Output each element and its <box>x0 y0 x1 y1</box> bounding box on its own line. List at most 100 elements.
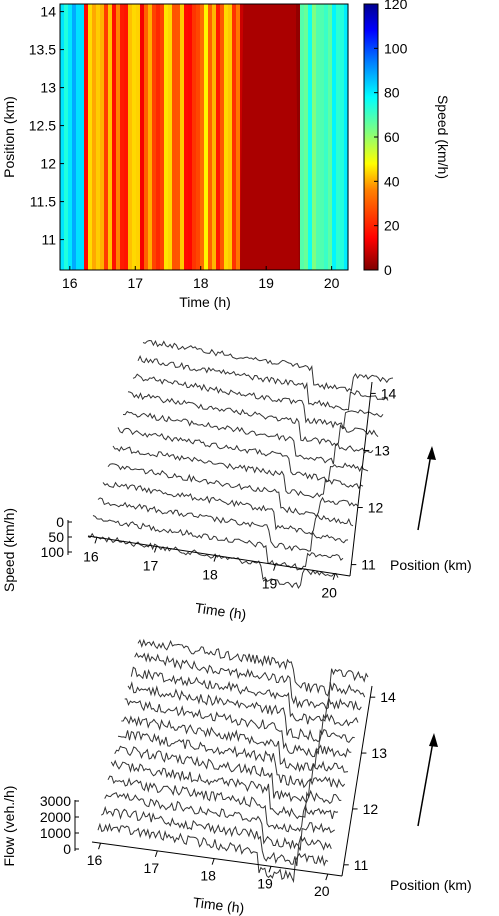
flow-x-tick <box>268 866 272 873</box>
heatmap-cell <box>116 4 121 270</box>
heatmap-cell <box>232 4 237 270</box>
heatmap-y-tick-label: 11.5 <box>30 194 56 210</box>
flow-z-label: Position (km) <box>390 877 472 893</box>
heatmap-cell <box>204 4 209 270</box>
heatmap-x-tick-label: 18 <box>193 275 209 291</box>
series-line <box>117 427 369 483</box>
speed-z-tick-label: 14 <box>381 385 397 401</box>
heatmap-cell <box>184 4 189 270</box>
heatmap-cell <box>104 4 109 270</box>
flow-y-label: Flow (veh./h) <box>1 786 17 867</box>
flow-x-label: Time (h) <box>192 894 245 916</box>
heatmap-cell <box>328 4 333 270</box>
heatmap-cell <box>300 4 305 270</box>
heatmap-cell <box>336 4 341 270</box>
heatmap-y-ticks: 11 11.5 12 12.5 13 13.5 14 <box>29 4 64 248</box>
series-line <box>130 666 362 725</box>
heatmap-cell <box>148 4 153 270</box>
heatmap-cell <box>72 4 77 270</box>
series-line <box>142 339 394 393</box>
series-line <box>112 445 364 499</box>
heatmap-cell <box>64 4 69 270</box>
heatmap-x-tick-label: 16 <box>62 275 78 291</box>
speed-x-tick <box>332 573 336 580</box>
flow-x-tick <box>154 850 158 858</box>
series-line <box>97 497 349 552</box>
series-line <box>87 532 339 590</box>
heatmap-cell <box>88 4 93 270</box>
series-line <box>134 652 366 710</box>
flow-y-tick-label: 3000 <box>40 793 71 809</box>
heatmap-cell <box>344 4 349 270</box>
flow-x-tick-label: 16 <box>87 852 103 868</box>
heatmap-cell <box>124 4 129 270</box>
series-line <box>97 822 329 884</box>
heatmap-cells <box>60 4 349 270</box>
heatmap-cell <box>296 4 301 270</box>
heatmap-cell <box>188 4 193 270</box>
speed-x-label: Time (h) <box>194 600 247 623</box>
series-line <box>121 715 352 773</box>
flow-y-tick-label: 0 <box>63 841 71 857</box>
heatmap-cell <box>340 4 345 270</box>
flow-z-tick-label: 12 <box>363 801 379 817</box>
flow-z-tick-label: 11 <box>354 857 369 873</box>
heatmap-cell <box>172 4 177 270</box>
heatmap-cell <box>140 4 145 270</box>
heatmap-cell <box>156 4 161 270</box>
flow-x-tick <box>211 858 215 865</box>
heatmap-cell <box>192 4 197 270</box>
speed-x-tick <box>154 546 157 553</box>
series-line <box>107 775 339 833</box>
flow-y-tick-label: 1000 <box>40 825 71 841</box>
heatmap-cell <box>100 4 105 270</box>
colorbar-tick-label: 80 <box>384 85 400 101</box>
speed-y-tick-label: 0 <box>56 514 64 530</box>
colorbar-tick-label: 100 <box>384 40 408 56</box>
series-line <box>104 792 335 851</box>
speed-series-lines <box>87 339 394 590</box>
colorbar-tick-label: 40 <box>384 173 400 189</box>
heatmap-cell <box>128 4 133 270</box>
heatmap-cell <box>112 4 117 270</box>
flow-position-axis <box>341 685 373 877</box>
series-line <box>117 730 349 789</box>
heatmap-y-tick-label: 11 <box>41 232 56 248</box>
flow-x-tick-label: 20 <box>314 883 330 899</box>
heatmap-cell <box>200 4 205 270</box>
flow-position-arrow <box>417 735 435 827</box>
heatmap-frame <box>59 3 349 271</box>
heatmap-cell <box>68 4 73 270</box>
heatmap-cell <box>224 4 229 270</box>
series-line <box>92 515 344 571</box>
heatmap-cell <box>120 4 125 270</box>
heatmap-cell <box>144 4 149 270</box>
speed-position-arrow <box>417 447 433 531</box>
series-line <box>127 681 359 742</box>
colorbar-tick-label: 120 <box>384 0 408 12</box>
speed-x-tick-label: 17 <box>143 557 159 573</box>
heatmap-panel: 16 17 18 19 20 11 11.5 12 12.5 13 13.5 14 Time (h)… <box>1 0 451 310</box>
heatmap-y-label: Position (km) <box>1 96 17 178</box>
heatmap-cell <box>160 4 165 270</box>
speed-arrow-head <box>427 446 436 460</box>
series-line <box>107 463 359 518</box>
series-line <box>124 698 355 758</box>
speed-x-tick <box>273 564 277 571</box>
heatmap-cell <box>168 4 173 270</box>
heatmap-cell <box>60 4 65 270</box>
flow-z-tick-label: 13 <box>371 745 387 761</box>
heatmap-cell <box>84 4 89 270</box>
colorbar-tick-label: 0 <box>384 262 392 278</box>
heatmap-cell <box>132 4 137 270</box>
flow-x-tick-label: 19 <box>257 875 273 891</box>
flow-x-tick <box>98 843 101 850</box>
heatmap-y-tick-label: 14 <box>40 4 56 20</box>
speed-position-axis <box>349 381 373 577</box>
series-line <box>122 410 374 465</box>
colorbar-tick-label: 60 <box>384 129 400 145</box>
flow-x-tick-label: 18 <box>200 868 216 884</box>
heatmap-x-tick-label: 19 <box>258 275 274 291</box>
